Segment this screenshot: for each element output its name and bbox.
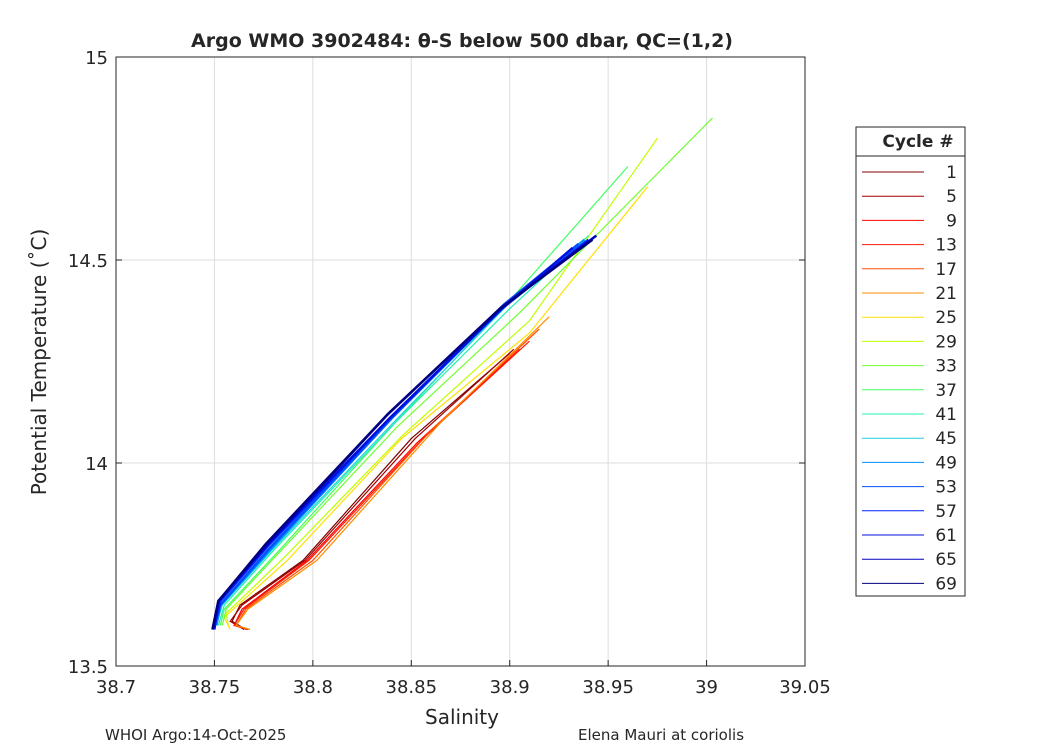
legend-label: 1: [946, 163, 957, 183]
legend-label: 61: [935, 526, 957, 546]
tick-labels: 38.7 38.75 38.8 38.85 38.9 38.95 39 39.05 13.5 14…: [68, 48, 831, 698]
footer-left: WHOI Argo:14-Oct-2025: [105, 726, 286, 744]
y-axis-label: Potential Temperature (˚C): [27, 229, 51, 496]
series-line-cycle-69: [211, 238, 594, 630]
x-tick-label: 38.95: [582, 677, 634, 698]
series-line-cycle-21: [235, 316, 550, 631]
series-line-cycle-37: [219, 166, 629, 626]
series-line-cycle-5: [229, 348, 515, 631]
y-tick-label: 14.5: [68, 251, 108, 272]
legend-label: 17: [935, 260, 957, 280]
legend-label: 33: [935, 357, 957, 377]
legend-label: 9: [946, 211, 957, 231]
series-line-cycle-53: [213, 242, 580, 626]
legend-label: 57: [935, 502, 957, 522]
series-line-cycle-1: [231, 352, 511, 631]
series-line-cycle-49: [215, 238, 586, 626]
x-tick-label: 38.8: [293, 677, 333, 698]
series-line-cycle-41: [217, 235, 589, 626]
series-line-cycle-33: [221, 117, 713, 626]
legend-label: 65: [935, 550, 957, 570]
legend: Cycle # 1 5 9 13 17 21 25 29 33 37 41 45 49 53 57 61 65 6…: [855, 126, 966, 597]
x-axis-label: Salinity: [425, 705, 499, 729]
chart-title: Argo WMO 3902484: θ-S below 500 dbar, QC…: [191, 30, 733, 52]
legend-label: 29: [935, 332, 957, 352]
grid: [115, 56, 806, 667]
x-tick-label: 39: [695, 677, 718, 698]
legend-label: 45: [935, 429, 957, 449]
footer-right: Elena Mauri at coriolis: [578, 726, 744, 744]
legend-label: 41: [935, 405, 957, 425]
y-tick-label: 14: [85, 454, 108, 475]
legend-label: 49: [935, 453, 957, 473]
y-tick-label: 15: [85, 48, 108, 69]
legend-label: 21: [935, 284, 957, 304]
series-line-cycle-29: [225, 137, 658, 626]
x-tick-label: 38.85: [386, 677, 438, 698]
x-tick-label: 38.9: [490, 677, 530, 698]
legend-label: 53: [935, 478, 957, 498]
series-lines: [211, 117, 713, 631]
legend-label: 69: [935, 574, 957, 594]
legend-label: 13: [935, 236, 957, 256]
legend-label: 5: [946, 187, 957, 207]
x-tick-label: 39.05: [779, 677, 831, 698]
series-line-cycle-45: [215, 239, 589, 626]
series-line-cycle-25: [223, 186, 648, 630]
plot-frame: [115, 56, 806, 667]
x-tick-label: 38.75: [189, 677, 241, 698]
x-tick-label: 38.7: [96, 677, 136, 698]
legend-label: 25: [935, 308, 957, 328]
legend-label: 37: [935, 381, 957, 401]
series-line-cycle-57: [213, 238, 590, 626]
legend-title: Cycle #: [882, 132, 953, 152]
y-tick-label: 13.5: [68, 657, 108, 678]
